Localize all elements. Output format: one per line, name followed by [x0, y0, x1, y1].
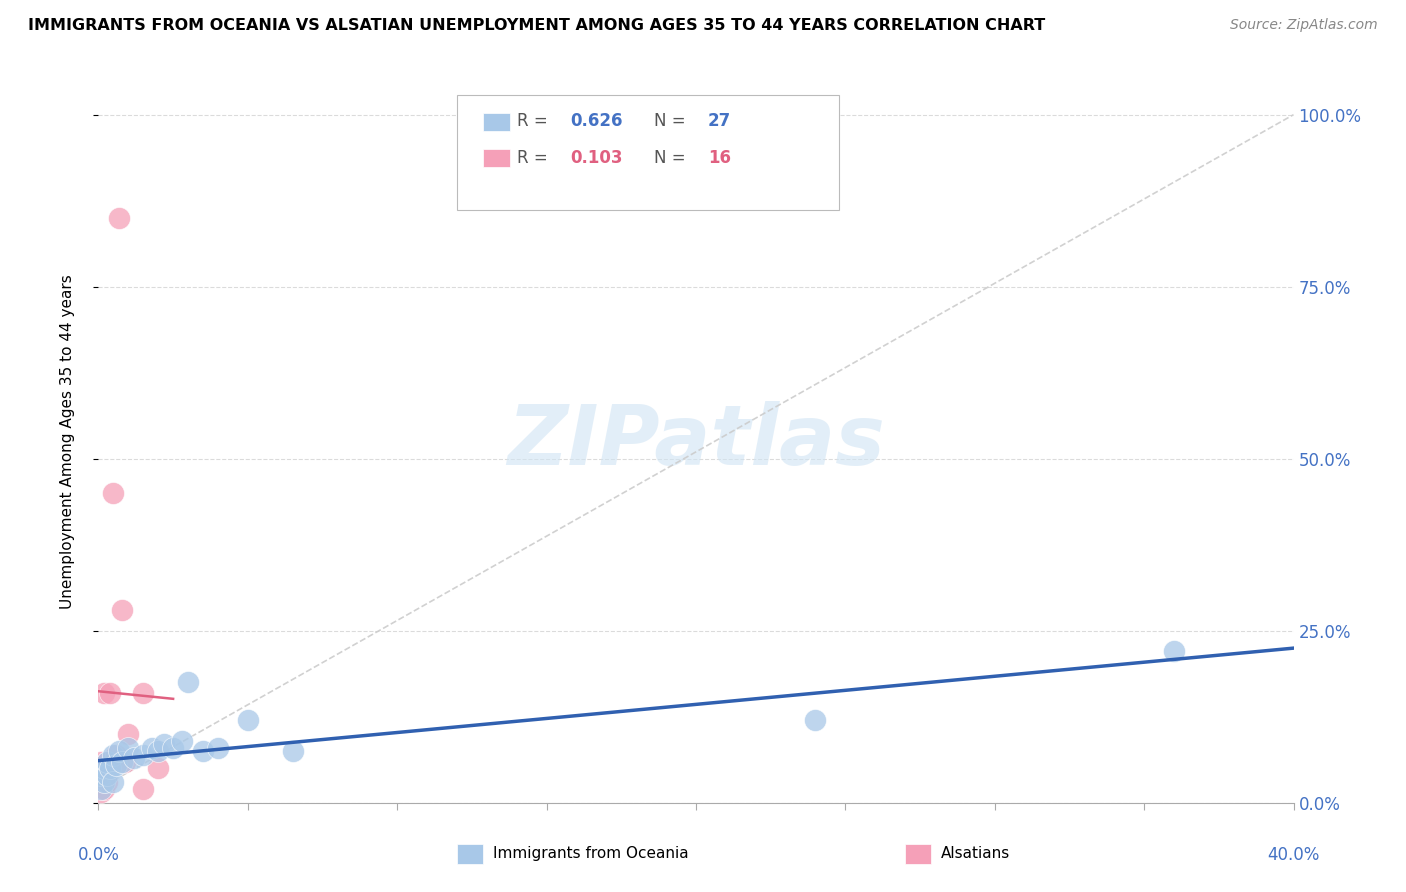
Point: [132, 747, 155, 762]
Text: 0.0%: 0.0%: [77, 847, 120, 864]
Text: Alsatians: Alsatians: [941, 846, 1011, 861]
Point: [162, 740, 184, 755]
Point: [111, 755, 134, 769]
Point: [207, 740, 229, 755]
Point: [132, 686, 155, 700]
Text: R =: R =: [517, 112, 553, 130]
Point: [103, 775, 125, 789]
Text: IMMIGRANTS FROM OCEANIA VS ALSATIAN UNEMPLOYMENT AMONG AGES 35 TO 44 YEARS CORRE: IMMIGRANTS FROM OCEANIA VS ALSATIAN UNEM…: [28, 18, 1046, 33]
Point: [93, 775, 115, 789]
Point: [148, 761, 170, 775]
FancyBboxPatch shape: [484, 149, 509, 167]
Point: [191, 744, 214, 758]
Point: [90, 755, 112, 769]
Point: [96, 768, 118, 782]
Point: [111, 603, 134, 617]
Point: [132, 782, 155, 797]
Point: [103, 747, 125, 762]
Point: [177, 675, 200, 690]
Point: [117, 727, 139, 741]
Text: 0.103: 0.103: [571, 149, 623, 167]
Point: [141, 740, 163, 755]
Text: N =: N =: [654, 149, 690, 167]
Point: [236, 713, 259, 727]
Point: [93, 686, 115, 700]
Point: [105, 747, 128, 762]
Point: [103, 486, 125, 500]
Point: [117, 740, 139, 755]
Point: [148, 744, 170, 758]
Text: 16: 16: [709, 149, 731, 167]
FancyBboxPatch shape: [484, 112, 509, 131]
Point: [96, 775, 118, 789]
Point: [98, 686, 122, 700]
Point: [96, 755, 118, 769]
FancyBboxPatch shape: [457, 95, 839, 211]
Text: ZIPatlas: ZIPatlas: [508, 401, 884, 482]
Point: [90, 768, 112, 782]
Point: [804, 713, 827, 727]
Point: [105, 758, 128, 772]
Point: [108, 744, 131, 758]
Point: [281, 744, 304, 758]
Point: [153, 737, 176, 751]
Text: 27: 27: [709, 112, 731, 130]
Point: [1163, 644, 1185, 658]
Point: [93, 761, 115, 775]
Text: N =: N =: [654, 112, 690, 130]
Y-axis label: Unemployment Among Ages 35 to 44 years: Unemployment Among Ages 35 to 44 years: [60, 274, 75, 609]
FancyBboxPatch shape: [457, 844, 484, 864]
Text: Source: ZipAtlas.com: Source: ZipAtlas.com: [1230, 18, 1378, 32]
Text: 40.0%: 40.0%: [1267, 847, 1320, 864]
Point: [90, 785, 112, 799]
Point: [90, 782, 112, 797]
Text: R =: R =: [517, 149, 553, 167]
Point: [114, 755, 136, 769]
Point: [96, 755, 118, 769]
Point: [124, 751, 146, 765]
Point: [172, 734, 194, 748]
Point: [98, 761, 122, 775]
Text: Immigrants from Oceania: Immigrants from Oceania: [494, 846, 689, 861]
FancyBboxPatch shape: [905, 844, 931, 864]
Text: 0.626: 0.626: [571, 112, 623, 130]
Point: [93, 782, 115, 797]
Point: [108, 211, 131, 225]
